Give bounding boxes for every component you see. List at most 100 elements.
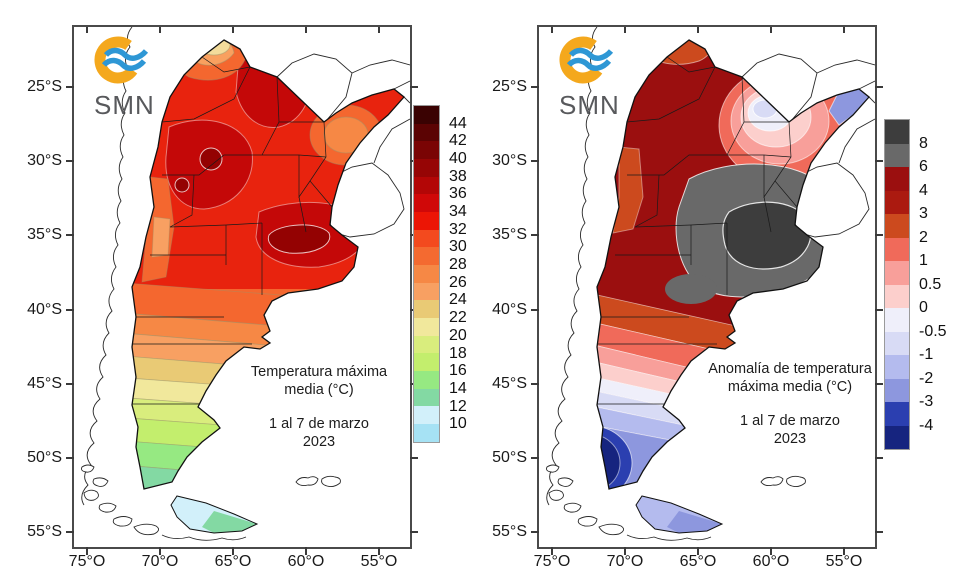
axis-tick-mark: [66, 234, 74, 237]
colorbar-segment: [414, 300, 439, 319]
colorbar-segment: [414, 176, 439, 195]
left-x-axis-labels: 75°O 70°O 65°O 60°O 55°O: [69, 553, 410, 575]
y-tick-label: 25°S: [27, 78, 62, 95]
colorbar-segment: [414, 353, 439, 372]
axis-tick-mark: [843, 547, 845, 555]
axis-tick-mark: [159, 27, 161, 33]
right-x-axis-labels: 75°O 70°O 65°O 60°O 55°O: [534, 553, 875, 575]
axis-tick-mark: [378, 27, 380, 33]
colorbar-tick-label: 0: [919, 299, 928, 316]
right-y-axis-labels: 25°S 30°S 35°S 40°S 45°S 50°S 55°S: [479, 27, 533, 547]
colorbar-segment: [885, 120, 909, 144]
colorbar-segment: [414, 406, 439, 425]
colorbar-tick-label: 8: [919, 134, 928, 152]
colorbar-segment: [885, 214, 909, 238]
colorbar-segment: [885, 355, 909, 379]
x-tick-label: 55°O: [360, 553, 398, 570]
colorbar-segment: [885, 143, 909, 167]
colorbar-segment: [885, 402, 909, 426]
colorbar-segment: [885, 167, 909, 191]
y-tick-label: 40°S: [492, 300, 527, 318]
colorbar-segment: [885, 190, 909, 214]
map-date-line: 2023: [302, 434, 336, 450]
colorbar-tick-label: 40: [449, 150, 467, 168]
colorbar-segment: [414, 141, 439, 160]
argentina-outline: [131, 39, 405, 490]
map-title-line: máxima media (°C): [727, 379, 853, 395]
colorbar-segment: [414, 335, 439, 354]
map-title-line: Temperatura máxima: [250, 364, 388, 380]
colorbar-segment: [414, 424, 439, 442]
y-tick-label: 45°S: [27, 374, 62, 392]
axis-tick-mark: [697, 547, 699, 555]
axis-tick-mark: [875, 86, 883, 88]
axis-tick-mark: [843, 27, 845, 33]
colorbar-segment: [414, 388, 439, 407]
colorbar-tick-label: 10: [449, 415, 467, 433]
axis-tick-mark: [66, 308, 74, 311]
axis-tick-mark: [66, 531, 74, 534]
axis-tick-mark: [875, 234, 883, 237]
colorbar-tick-label: 32: [449, 220, 467, 238]
x-tick-label: 65°O: [214, 553, 252, 570]
axis-tick-mark: [305, 27, 307, 33]
falkland-islands: [760, 475, 806, 488]
colorbar-segment: [414, 371, 439, 389]
axis-tick-mark: [378, 547, 380, 555]
y-tick-label: 25°S: [492, 78, 527, 95]
colorbar-segment: [885, 425, 909, 449]
y-tick-label: 55°S: [492, 523, 527, 541]
colorbar-segment: [414, 265, 439, 283]
smn-logo: SMN: [557, 35, 649, 121]
axis-tick-mark: [66, 457, 74, 459]
axis-tick-mark: [531, 531, 539, 534]
axis-tick-mark: [531, 160, 539, 163]
axis-tick-mark: [875, 382, 883, 385]
argentina-outline: [596, 39, 870, 490]
colorbar-tick-label: 28: [449, 256, 467, 274]
axis-tick-mark: [624, 547, 626, 555]
axis-tick-mark: [875, 457, 883, 459]
colorbar-tick-label: 44: [449, 114, 467, 132]
colorbar-tick-label: 24: [449, 291, 467, 309]
colorbar-tick-label: 14: [449, 379, 467, 397]
axis-tick-mark: [232, 547, 234, 555]
colorbar-tick-label: 22: [449, 309, 467, 327]
colorbar-segment: [414, 247, 439, 266]
colorbar-tick-label: -0.5: [919, 322, 947, 340]
map-date-line: 2023: [773, 431, 807, 447]
axis-tick-mark: [531, 234, 539, 237]
colorbar-segment: [414, 318, 439, 336]
axis-tick-mark: [770, 27, 772, 33]
axis-tick-mark: [875, 308, 883, 311]
x-tick-label: 65°O: [679, 553, 717, 570]
colorbar-segment: [414, 123, 439, 142]
province-borders: [597, 56, 798, 405]
axis-tick-mark: [66, 160, 74, 163]
chile-islands: [81, 464, 159, 536]
falkland-islands: [295, 475, 341, 488]
colorbar-segment: [885, 284, 909, 308]
map-title-line: Anomalía de temperatura: [708, 361, 872, 377]
axis-tick-mark: [86, 547, 88, 555]
temperature-colorbar: 44 42 40 38 36 34 32 30 28 26 24 22 20 18 16 14 12 10: [413, 105, 467, 443]
axis-tick-mark: [232, 27, 234, 33]
argentina-max-temperature-map: [81, 27, 410, 541]
y-tick-label: 30°S: [492, 152, 527, 170]
axis-tick-mark: [159, 547, 161, 555]
colorbar-segment: [885, 261, 909, 285]
axis-tick-mark: [875, 160, 883, 163]
y-tick-label: 35°S: [27, 226, 62, 244]
x-tick-label: 60°O: [752, 553, 790, 570]
tierra-del-fuego-outline: [635, 495, 724, 534]
colorbar-tick-label: 18: [449, 344, 467, 362]
axis-tick-mark: [305, 547, 307, 555]
colorbar-tick-label: 30: [449, 238, 467, 256]
colorbar-tick-label: 36: [449, 185, 467, 203]
x-tick-label: 75°O: [68, 553, 106, 570]
chile-islands: [546, 464, 624, 536]
colorbar-segment: [414, 106, 439, 124]
axis-tick-mark: [66, 86, 74, 88]
colorbar-tick-label: 16: [449, 362, 467, 380]
